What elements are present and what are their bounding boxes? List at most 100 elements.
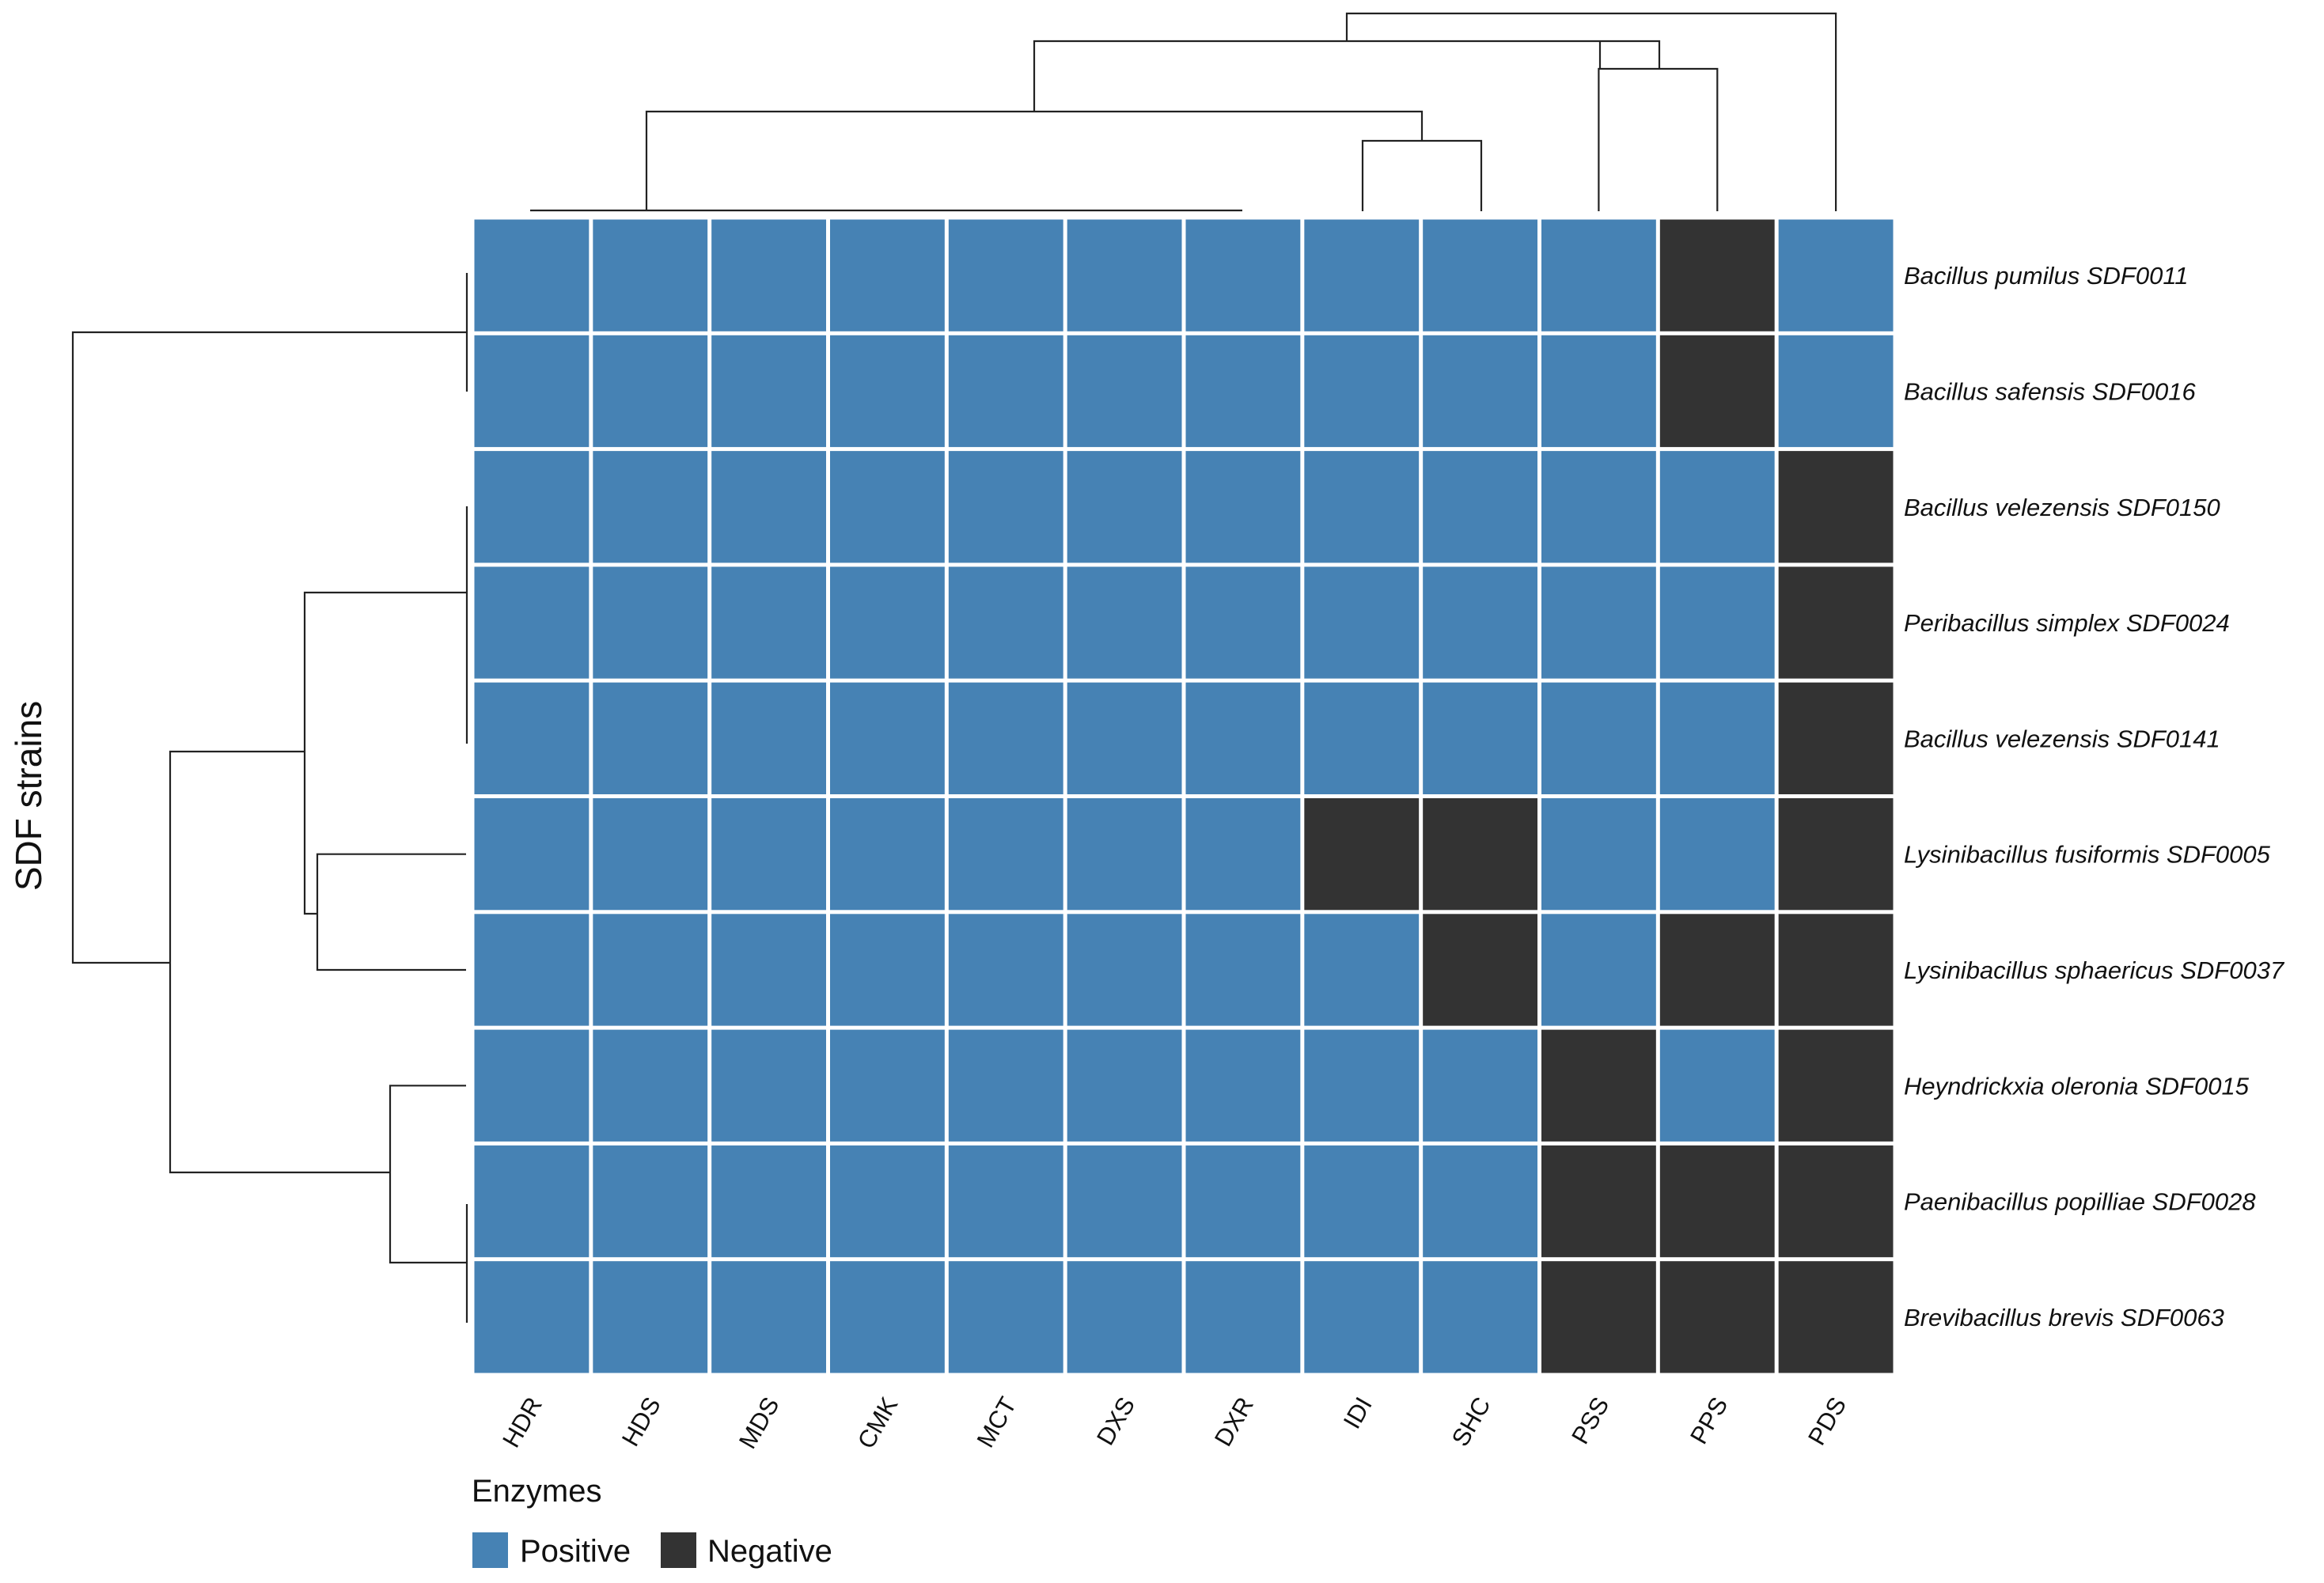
column-dendrogram xyxy=(530,12,1837,212)
heatmap-cell xyxy=(948,914,1063,1026)
heatmap-cell xyxy=(830,1261,945,1373)
heatmap-cell xyxy=(711,1029,826,1142)
column-label: SHC xyxy=(1446,1392,1496,1451)
heatmap-cell xyxy=(1423,566,1537,679)
heatmap-cell xyxy=(1423,1029,1537,1142)
heatmap-cell xyxy=(1778,335,1894,448)
heatmap-cell xyxy=(474,1261,590,1373)
column-label: CMK xyxy=(852,1392,904,1453)
heatmap-cell xyxy=(1185,566,1301,679)
row-label: Bacillus velezensis SDF0141 xyxy=(1904,725,2220,752)
heatmap-cell xyxy=(1304,451,1420,563)
column-label: HDS xyxy=(616,1392,666,1451)
heatmap-cell xyxy=(830,1029,945,1142)
row-dendrogram xyxy=(71,273,468,1323)
heatmap-cell xyxy=(593,219,708,331)
legend-title: Enzymes xyxy=(472,1474,602,1509)
heatmap-cell xyxy=(1067,1145,1182,1258)
heatmap-cell xyxy=(1423,1261,1537,1373)
heatmap-cell xyxy=(711,219,826,331)
heatmap-cell xyxy=(1778,914,1894,1026)
heatmap-cell xyxy=(1304,566,1420,679)
legend-label-negative: Negative xyxy=(707,1534,832,1569)
heatmap-cell xyxy=(1423,914,1537,1026)
heatmap-cell xyxy=(1778,1145,1894,1258)
heatmap-cell xyxy=(1185,682,1301,794)
heatmap-cell xyxy=(1185,1029,1301,1142)
column-dendrogram-branch xyxy=(1598,67,1719,211)
heatmap-cell xyxy=(1659,566,1775,679)
heatmap-cell xyxy=(1304,914,1420,1026)
heatmap-cell xyxy=(474,682,590,794)
heatmap-cell xyxy=(1067,1029,1182,1142)
row-label: Heyndrickxia oleronia SDF0015 xyxy=(1904,1072,2250,1100)
heatmap-cell xyxy=(593,335,708,448)
heatmap-cell xyxy=(1067,335,1182,448)
heatmap-cell xyxy=(1304,219,1420,331)
row-dendrogram-branch xyxy=(303,591,467,915)
heatmap-cell xyxy=(1541,798,1656,911)
row-dendrogram-branch xyxy=(316,853,466,971)
heatmap-cell xyxy=(1185,451,1301,563)
heatmap-cell xyxy=(1541,335,1656,448)
heatmap-cell xyxy=(1541,1029,1656,1142)
heatmap-cell xyxy=(830,798,945,911)
heatmap-cell xyxy=(1067,914,1182,1026)
heatmap-cell xyxy=(830,451,945,563)
heatmap-cells xyxy=(472,217,1896,1376)
legend: Enzymes Positive Negative xyxy=(472,1474,832,1569)
heatmap-cell xyxy=(948,335,1063,448)
heatmap-cell xyxy=(948,1261,1063,1373)
heatmap-cell xyxy=(1778,1261,1894,1373)
heatmap-cell xyxy=(1067,566,1182,679)
column-dendrogram-branch xyxy=(645,110,1424,210)
column-labels: HDR HDS MDS CMK MCT DXS DXR IDI SHC PSS PPS PDS xyxy=(497,1392,1852,1453)
heatmap-cell xyxy=(948,1145,1063,1258)
heatmap-cell xyxy=(1659,798,1775,911)
heatmap-cell xyxy=(711,566,826,679)
heatmap-cell xyxy=(1423,451,1537,563)
heatmap-cell xyxy=(830,914,945,1026)
heatmap-cell xyxy=(593,798,708,911)
heatmap-cell xyxy=(1423,682,1537,794)
heatmap-cell xyxy=(1304,1029,1420,1142)
heatmap-cell xyxy=(474,219,590,331)
heatmap-cell xyxy=(1304,1261,1420,1373)
heatmap-cell xyxy=(1423,798,1537,911)
heatmap-cell xyxy=(830,1145,945,1258)
heatmap-cell xyxy=(830,335,945,448)
heatmap-cell xyxy=(593,914,708,1026)
column-dendrogram-branch xyxy=(1345,12,1837,211)
heatmap-cell xyxy=(711,914,826,1026)
column-label: PDS xyxy=(1803,1392,1852,1450)
heatmap-cell xyxy=(1778,1029,1894,1142)
column-label: DXR xyxy=(1209,1392,1259,1451)
heatmap-cell xyxy=(593,1029,708,1142)
heatmap-cell xyxy=(1185,219,1301,331)
heatmap-cell xyxy=(711,335,826,448)
heatmap-cell xyxy=(1659,682,1775,794)
row-labels: Bacillus pumilus SDF0011 Bacillus safensi… xyxy=(1904,262,2285,1331)
legend-swatch-positive xyxy=(472,1532,508,1568)
heatmap-cell xyxy=(948,451,1063,563)
y-axis-label: SDF strains xyxy=(8,701,49,891)
heatmap-cell xyxy=(948,1029,1063,1142)
heatmap-cell xyxy=(474,914,590,1026)
heatmap-cell xyxy=(1659,451,1775,563)
heatmap-cell xyxy=(1067,682,1182,794)
column-dendrogram-branch xyxy=(1361,139,1483,211)
column-label: DXS xyxy=(1091,1392,1140,1450)
heatmap-cell xyxy=(948,566,1063,679)
heatmap-cell xyxy=(593,566,708,679)
heatmap-background xyxy=(472,217,1896,1376)
heatmap-cell xyxy=(830,219,945,331)
heatmap-cell xyxy=(1304,798,1420,911)
column-label: MDS xyxy=(734,1392,785,1453)
row-label: Lysinibacillus sphaericus SDF0037 xyxy=(1904,956,2285,984)
heatmap-cell xyxy=(1659,1145,1775,1258)
row-label: Paenibacillus popilliae SDF0028 xyxy=(1904,1188,2256,1216)
legend-label-positive: Positive xyxy=(520,1534,631,1569)
heatmap-cell xyxy=(830,566,945,679)
heatmap-cell xyxy=(1541,1261,1656,1373)
